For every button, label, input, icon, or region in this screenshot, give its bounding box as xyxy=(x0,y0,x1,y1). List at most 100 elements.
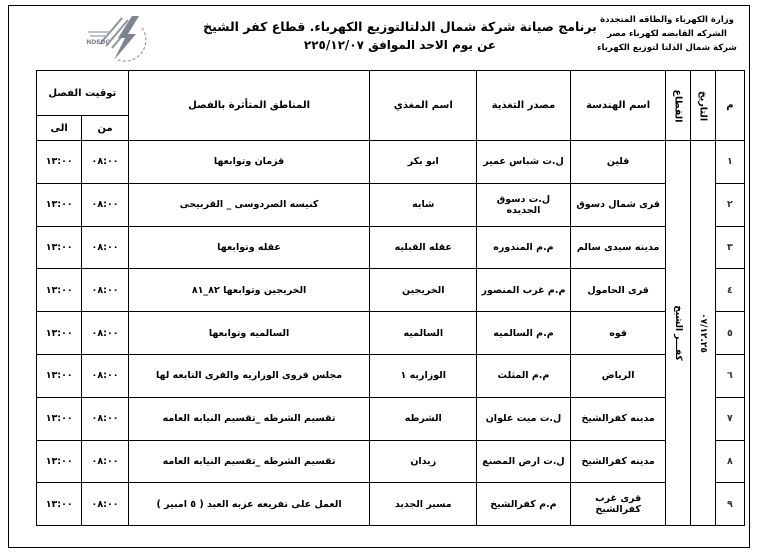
cell-to-time: ١٣:٠٠ xyxy=(35,225,83,270)
cell-to-time: ١٣:٠٠ xyxy=(35,396,83,441)
table-row: ٤ قرى الحامول م.م غرب المنصور الخريجين ا… xyxy=(35,268,746,313)
org-line-holding: الشركه القابضه لكهرباء مصر xyxy=(607,29,727,39)
cell-feeder: مسير الجديد xyxy=(369,482,478,527)
date-value: ٠٧/١٢.٢٥ xyxy=(697,313,708,353)
cell-to-time: ١٣:٠٠ xyxy=(35,311,83,355)
cell-engineering: قلين xyxy=(569,140,667,184)
title-line-1: برنامج صيانة شركة شمال الدلتالتوزيع الكه… xyxy=(203,19,597,34)
cell-areas: الخريجين وتوابعها ٨٢_٨١ xyxy=(127,268,371,313)
cell-areas: تقسيم الشرطه _تقسيم النيابه العامه xyxy=(127,396,371,441)
column-header-sector: القطاع xyxy=(665,70,691,141)
document-title: برنامج صيانة شركة شمال الدلتالتوزيع الكه… xyxy=(180,18,620,54)
cell-engineering: مدينه كفرالشيخ xyxy=(569,439,667,484)
cell-engineering: قرى غرب كفرالشيخ xyxy=(569,482,667,527)
page-border xyxy=(8,5,750,548)
cell-from-time: ٠٨:٠٠ xyxy=(81,396,129,441)
cell-source: ل.ت ارض المصنع xyxy=(476,439,571,484)
cell-source: م.م غرب المنصور xyxy=(476,268,571,313)
sector-value: كفـــر الشيخ xyxy=(673,305,684,361)
cell-feeder: الشرطه xyxy=(369,396,478,441)
cell-from-time: ٠٨:٠٠ xyxy=(81,182,129,227)
cell-date-merged: ٠٧/١٢.٢٥ xyxy=(689,139,716,527)
table-row: ٥ فوه م.م السالميه السالميه السالميه وتو… xyxy=(35,311,746,355)
cell-from-time: ٠٨:٠٠ xyxy=(81,225,129,270)
column-header-date-label: التاريخ xyxy=(697,90,709,121)
cell-from-time: ٠٨:٠٠ xyxy=(81,439,129,484)
cell-from-time: ٠٨:٠٠ xyxy=(81,140,129,184)
column-header-timing: توقيت الفصل xyxy=(36,70,129,116)
column-header-areas: المناطق المتأثرة بالفصل xyxy=(127,70,371,141)
cell-from-time: ٠٨:٠٠ xyxy=(81,353,129,398)
org-line-ministry: وزارة الكهرباء والطاقه المتجددة xyxy=(600,15,734,25)
column-header-feeder: اسم المغذي xyxy=(369,70,478,141)
cell-feeder: عقله القبليه xyxy=(369,225,478,270)
cell-from-time: ٠٨:٠٠ xyxy=(81,482,129,527)
table-row: ٣ مدينه سيدى سالم م.م المندوره عقله القب… xyxy=(35,225,746,270)
cell-num: ٧ xyxy=(714,396,746,441)
lightning-logo-icon: NDEDC xyxy=(86,16,147,62)
cell-num: ٥ xyxy=(714,311,746,355)
column-header-sector-label: القطاع xyxy=(672,89,684,122)
cell-source: م.م المثلث xyxy=(476,353,571,398)
cell-areas: مجلس قروى الوزاريه والقرى التابعه لها xyxy=(127,353,371,398)
cell-to-time: ١٣:٠٠ xyxy=(35,182,83,227)
table-row: ٨ مدينه كفرالشيخ ل.ت ارض المصنع زيدان تق… xyxy=(35,439,746,484)
cell-source: م.م المندوره xyxy=(476,225,571,270)
column-header-date: التاريخ xyxy=(689,70,716,141)
cell-to-time: ١٣:٠٠ xyxy=(35,140,83,184)
cell-feeder: شابه xyxy=(369,182,478,227)
cell-num: ٤ xyxy=(714,268,746,313)
org-header: وزارة الكهرباء والطاقه المتجددة الشركه ا… xyxy=(587,13,747,55)
cell-num: ٩ xyxy=(714,482,746,527)
cell-source: ل.ت دسوق الجديده xyxy=(476,182,571,227)
cell-engineering: الرياض xyxy=(569,353,667,398)
cell-source: م.م السالميه xyxy=(476,311,571,355)
cell-engineering: قرى الحامول xyxy=(569,268,667,313)
column-header-engineering: اسم الهندسة xyxy=(569,70,667,141)
cell-areas: السالميه وتوابعها xyxy=(127,311,371,355)
logo-text: NDEDC xyxy=(86,39,110,46)
table-row: ٢ قرى شمال دسوق ل.ت دسوق الجديده شابه كن… xyxy=(35,182,746,227)
cell-to-time: ١٣:٠٠ xyxy=(35,353,83,398)
cell-num: ٣ xyxy=(714,225,746,270)
cell-from-time: ٠٨:٠٠ xyxy=(81,311,129,355)
column-header-to: الى xyxy=(35,115,83,141)
cell-to-time: ١٣:٠٠ xyxy=(35,439,83,484)
cell-num: ١ xyxy=(714,140,746,184)
org-line-company: شركة شمال الدلتا لتوزيع الكهرباء xyxy=(597,43,737,53)
cell-engineering: فوه xyxy=(569,311,667,355)
cell-engineering: قرى شمال دسوق xyxy=(569,182,667,227)
cell-from-time: ٠٨:٠٠ xyxy=(81,268,129,313)
cell-areas: العمل على تفريعه عزبه العبد ( ٥ امبير ) xyxy=(127,482,371,527)
cell-feeder: ابو بكر xyxy=(369,140,478,184)
table-row: ٩ قرى غرب كفرالشيخ م.م كفرالشيخ مسير الج… xyxy=(35,482,746,527)
cell-source: م.م كفرالشيخ xyxy=(476,482,571,527)
cell-to-time: ١٣:٠٠ xyxy=(35,268,83,313)
column-header-from: من xyxy=(81,115,129,141)
cell-source: ل.ت شباس عمير xyxy=(476,140,571,184)
cell-source: ل.ت ميت علوان xyxy=(476,396,571,441)
company-logo: NDEDC xyxy=(70,10,170,66)
column-header-source: مصدر التغذية xyxy=(476,70,571,141)
maintenance-schedule-table: م التاريخ القطاع اسم الهندسة مصدر التغذي… xyxy=(35,70,746,527)
cell-sector-merged: كفـــر الشيخ xyxy=(665,139,691,527)
cell-engineering: مدينه سيدى سالم xyxy=(569,225,667,270)
table-row: ٦ الرياض م.م المثلث الوزاريه ١ مجلس قروى… xyxy=(35,353,746,398)
cell-feeder: السالميه xyxy=(369,311,478,355)
cell-areas: قزمان وتوابعها xyxy=(127,140,371,184)
title-line-2: عن يوم الاحد الموافق ٢٢٥/١٢/٠٧ xyxy=(303,38,497,52)
cell-areas: تقسيم الشرطه _تقسيم النيابه العامه xyxy=(127,439,371,484)
column-header-num: م xyxy=(714,70,746,141)
cell-areas: عقله وتوابعها xyxy=(127,225,371,270)
cell-feeder: الخريجين xyxy=(369,268,478,313)
cell-engineering: مدينه كفرالشيخ xyxy=(569,396,667,441)
cell-num: ٨ xyxy=(714,439,746,484)
cell-num: ٢ xyxy=(714,182,746,227)
cell-num: ٦ xyxy=(714,353,746,398)
table-row: ٧ مدينه كفرالشيخ ل.ت ميت علوان الشرطه تق… xyxy=(35,396,746,441)
cell-feeder: الوزاريه ١ xyxy=(369,353,478,398)
table-row: ١ ٠٧/١٢.٢٥ كفـــر الشيخ قلين ل.ت شباس عم… xyxy=(35,139,746,527)
cell-areas: كنيسه الصردوسى _ القربيحى xyxy=(127,182,371,227)
cell-to-time: ١٣:٠٠ xyxy=(35,482,83,527)
cell-feeder: زيدان xyxy=(369,439,478,484)
